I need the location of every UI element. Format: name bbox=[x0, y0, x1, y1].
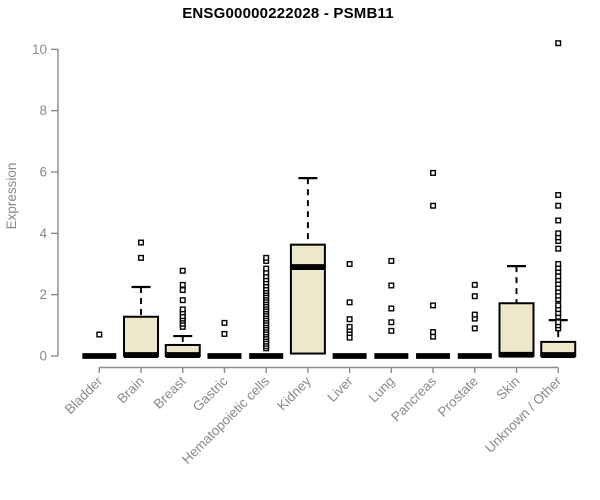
y-tick-label: 10 bbox=[32, 42, 47, 57]
y-tick-label: 2 bbox=[39, 287, 47, 302]
outlier-point bbox=[263, 265, 270, 272]
x-tick-label: Skin bbox=[493, 374, 522, 403]
x-tick-label: Lung bbox=[366, 374, 398, 406]
outlier-point bbox=[555, 302, 562, 309]
box-kidney bbox=[289, 243, 326, 355]
outlier-point bbox=[138, 239, 145, 246]
outlier-point bbox=[555, 40, 562, 47]
box-brain bbox=[123, 315, 160, 358]
outlier-point bbox=[263, 254, 270, 261]
outlier-point bbox=[471, 281, 478, 288]
outlier-point bbox=[555, 319, 562, 326]
outlier-point bbox=[430, 169, 437, 176]
outlier-point bbox=[221, 319, 228, 326]
outlier-point bbox=[388, 327, 395, 334]
x-tick-label: Pancreas bbox=[388, 373, 439, 424]
outlier-point bbox=[555, 245, 562, 252]
y-axis-label: Expression bbox=[4, 163, 19, 230]
outlier-point bbox=[555, 260, 562, 267]
outlier-point bbox=[388, 319, 395, 326]
outlier-point bbox=[346, 323, 353, 330]
outlier-point bbox=[555, 230, 562, 237]
outlier-point bbox=[555, 217, 562, 224]
outlier-point bbox=[430, 329, 437, 336]
x-tick-label: Brain bbox=[114, 374, 147, 407]
x-tick-label: Unknown / Other bbox=[482, 373, 565, 456]
outlier-point bbox=[138, 254, 145, 261]
chart-title: ENSG00000222028 - PSMB11 bbox=[182, 5, 394, 22]
outlier-point bbox=[179, 281, 186, 288]
outlier-point bbox=[179, 306, 186, 313]
outlier-point bbox=[96, 331, 103, 338]
outlier-point bbox=[179, 287, 186, 294]
outlier-point bbox=[555, 202, 562, 209]
y-tick-label: 6 bbox=[39, 164, 47, 179]
outlier-point bbox=[388, 282, 395, 289]
outlier-point bbox=[388, 305, 395, 312]
outlier-point bbox=[471, 311, 478, 318]
y-tick-label: 4 bbox=[39, 226, 47, 241]
outlier-point bbox=[555, 191, 562, 198]
outlier-point bbox=[388, 257, 395, 264]
box-skin bbox=[498, 302, 535, 357]
outlier-point bbox=[471, 293, 478, 300]
outlier-point bbox=[346, 299, 353, 306]
x-tick-label: Kidney bbox=[274, 373, 314, 413]
outlier-point bbox=[346, 316, 353, 323]
y-tick-label: 8 bbox=[39, 103, 47, 118]
outlier-point bbox=[471, 325, 478, 332]
x-tick-label: Prostate bbox=[435, 374, 481, 420]
x-tick-label: Breast bbox=[151, 373, 189, 411]
y-tick-label: 0 bbox=[39, 349, 47, 364]
x-tick-label: Bladder bbox=[62, 373, 106, 417]
outlier-point bbox=[346, 260, 353, 267]
outlier-point bbox=[221, 330, 228, 337]
x-tick-label: Liver bbox=[324, 373, 356, 405]
outlier-point bbox=[179, 267, 186, 274]
outlier-point bbox=[430, 302, 437, 309]
x-tick-label: Gastric bbox=[190, 373, 231, 414]
outlier-point bbox=[179, 297, 186, 304]
outlier-point bbox=[430, 202, 437, 209]
